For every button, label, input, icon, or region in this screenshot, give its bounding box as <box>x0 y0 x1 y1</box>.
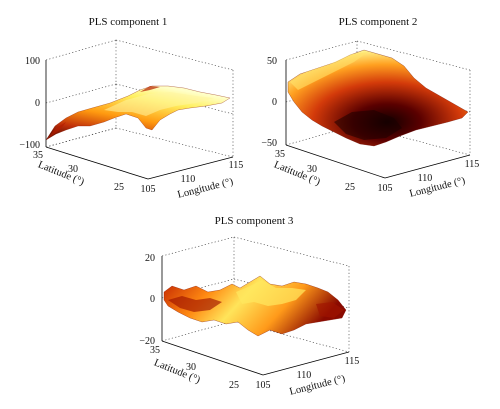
x-tick-label: 110 <box>297 370 312 381</box>
x-tick-label: 105 <box>256 380 271 391</box>
grid-line <box>356 40 471 71</box>
y-tick-label: 30 <box>186 362 196 373</box>
z-tick-label: −50 <box>261 138 277 149</box>
grid-line <box>285 40 358 61</box>
y-tick-label: 35 <box>150 345 160 356</box>
grid-line <box>161 320 235 342</box>
x-tick-label: 115 <box>465 159 480 170</box>
x-tick-label: 110 <box>418 173 433 184</box>
y-tick-label: 35 <box>33 150 43 161</box>
x-axis-line <box>147 156 234 180</box>
y-tick-label: 30 <box>307 164 317 175</box>
x-tick-label: 115 <box>229 160 244 171</box>
grid-line <box>161 236 235 257</box>
grid-line <box>356 124 471 156</box>
z-tick-label: −100 <box>19 140 40 151</box>
z-tick-label: 0 <box>272 97 277 108</box>
z-tick-label: 0 <box>150 294 155 305</box>
y-axis-line <box>285 144 386 179</box>
panel-pls-component-2: PLS component 2 50 0 −50 25 30 35 105 11… <box>261 16 479 200</box>
grid-line <box>161 278 235 299</box>
surface-shading <box>104 92 214 116</box>
surface-shading <box>168 296 344 318</box>
y-tick-label: 25 <box>229 380 239 391</box>
grid-line <box>115 127 234 158</box>
x-tick-label: 110 <box>181 174 196 185</box>
surface-shading <box>334 110 402 140</box>
y-axis-line <box>45 146 149 180</box>
grid-line <box>233 236 350 267</box>
y-tick-label: 30 <box>68 164 78 175</box>
y-tick-label: 35 <box>275 149 285 160</box>
z-tick-label: 100 <box>25 56 40 67</box>
z-tick-label: −20 <box>139 336 155 347</box>
grid-line <box>45 39 117 61</box>
surface-shading <box>290 52 368 90</box>
grid-line <box>233 320 350 353</box>
chart-title: PLS component 1 <box>89 16 168 28</box>
z-tick-label: 0 <box>35 98 40 109</box>
panel-pls-component-3: PLS component 3 20 0 −20 25 30 35 105 11… <box>139 215 359 398</box>
surface-shading <box>236 280 306 306</box>
y-tick-label: 25 <box>345 182 355 193</box>
x-axis-line <box>384 154 471 179</box>
z-tick-label: 20 <box>145 253 155 264</box>
x-axis-line <box>262 351 350 376</box>
chart-title: PLS component 3 <box>215 215 294 227</box>
x-tick-label: 105 <box>141 184 156 195</box>
y-axis-line <box>161 340 264 376</box>
x-tick-label: 105 <box>378 183 393 194</box>
grid-line <box>45 83 117 104</box>
y-tick-label: 25 <box>114 182 124 193</box>
y-axis-label: Latitude (°) <box>36 159 86 188</box>
chart-title: PLS component 2 <box>339 16 418 28</box>
z-tick-label: 50 <box>267 56 277 67</box>
x-tick-label: 115 <box>345 356 360 367</box>
panel-pls-component-1: PLS component 1 100 0 −100 25 30 35 105 … <box>19 16 243 201</box>
grid-line <box>115 39 234 71</box>
surface <box>287 49 469 147</box>
